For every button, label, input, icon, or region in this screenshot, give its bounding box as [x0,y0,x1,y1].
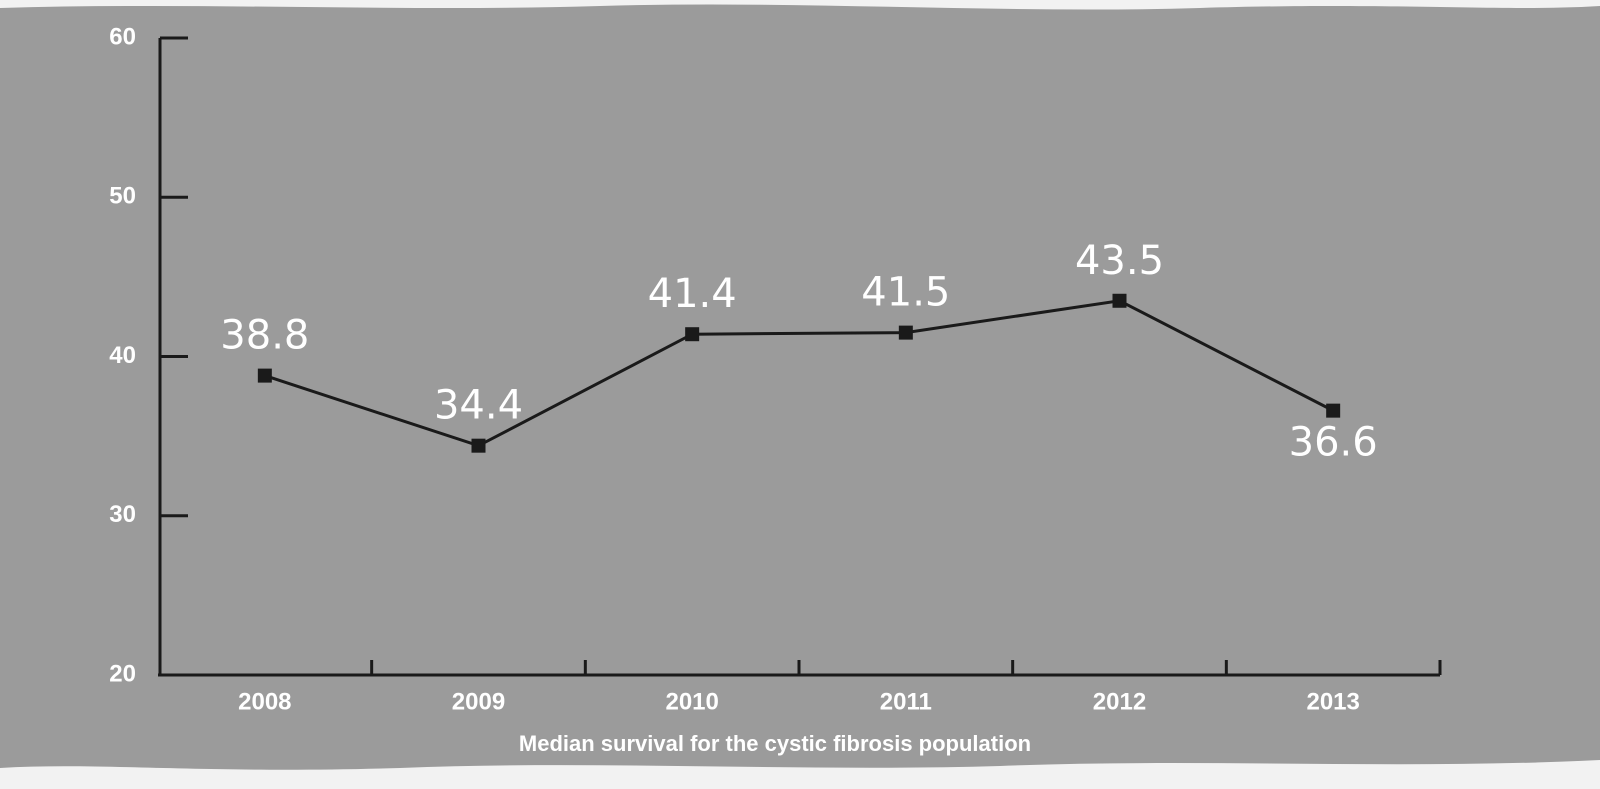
y-tick-label: 60 [109,23,136,50]
data-point [685,327,700,342]
data-point [1326,403,1341,418]
data-label: 34.4 [434,383,523,429]
x-tick-label: 2012 [1093,688,1146,715]
y-tick-label: 20 [109,660,136,687]
x-tick-label: 2011 [880,688,932,715]
data-point [1112,293,1127,308]
y-tick-label: 50 [109,183,136,210]
x-tick-label: 2010 [665,688,718,715]
data-label: 36.6 [1289,420,1378,466]
data-label: 43.5 [1075,238,1164,284]
data-line [264,299,1334,448]
data-point [471,438,486,453]
x-tick-label: 2013 [1306,688,1359,715]
x-tick-label: 2009 [452,688,505,715]
data-point [898,325,913,340]
x-axis-label: Median survival for the cystic fibrosis … [519,731,1031,756]
data-label: 41.4 [648,271,737,317]
chart-background [0,4,1600,770]
data-label: 38.8 [220,313,309,359]
x-tick-label: 2008 [238,688,291,715]
data-label: 41.5 [861,270,950,316]
data-point [257,368,272,383]
y-tick-label: 40 [109,342,136,369]
y-tick-label: 30 [109,501,136,528]
